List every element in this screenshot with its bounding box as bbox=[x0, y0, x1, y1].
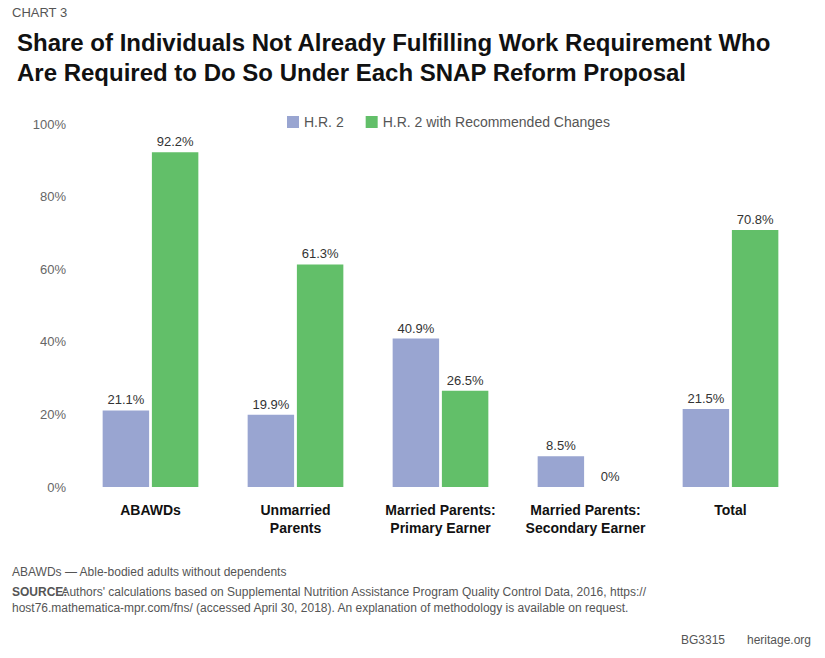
svg-text:92.2%: 92.2% bbox=[157, 134, 194, 149]
svg-text:19.9%: 19.9% bbox=[252, 397, 289, 412]
svg-text:21.5%: 21.5% bbox=[687, 391, 724, 406]
svg-text:70.8%: 70.8% bbox=[737, 212, 774, 227]
svg-text:26.5%: 26.5% bbox=[447, 373, 484, 388]
svg-text:H.R. 2 with Recommended Change: H.R. 2 with Recommended Changes bbox=[383, 114, 610, 130]
svg-text:40%: 40% bbox=[40, 334, 66, 349]
svg-text:80%: 80% bbox=[40, 189, 66, 204]
svg-text:8.5%: 8.5% bbox=[546, 438, 576, 453]
svg-text:60%: 60% bbox=[40, 262, 66, 277]
svg-text:Authors' calculations based on: Authors' calculations based on Supplemen… bbox=[59, 585, 647, 599]
svg-text:ABAWDs: ABAWDs bbox=[120, 502, 181, 518]
svg-text:H.R. 2: H.R. 2 bbox=[304, 114, 344, 130]
svg-text:BG3315: BG3315 bbox=[681, 633, 725, 647]
svg-text:21.1%: 21.1% bbox=[107, 392, 144, 407]
svg-text:Are Required to Do So Under Ea: Are Required to Do So Under Each SNAP Re… bbox=[17, 59, 686, 86]
svg-text:Married Parents:: Married Parents: bbox=[530, 502, 640, 518]
svg-text:Unmarried: Unmarried bbox=[260, 502, 330, 518]
svg-text:Share of Individuals Not Alrea: Share of Individuals Not Already Fulfill… bbox=[17, 29, 777, 56]
svg-text:61.3%: 61.3% bbox=[302, 246, 339, 261]
svg-text:20%: 20% bbox=[40, 407, 66, 422]
svg-text:ABAWDs — Able-bodied adults wi: ABAWDs — Able-bodied adults without depe… bbox=[12, 565, 286, 579]
svg-text:40.9%: 40.9% bbox=[397, 321, 434, 336]
svg-text:SOURCE:: SOURCE: bbox=[12, 585, 68, 599]
svg-text:host76.mathematica-mpr.com/fns: host76.mathematica-mpr.com/fns/ (accesse… bbox=[12, 601, 628, 615]
svg-text:Parents: Parents bbox=[270, 520, 322, 536]
svg-text:Secondary Earner: Secondary Earner bbox=[526, 520, 646, 536]
svg-text:heritage.org: heritage.org bbox=[747, 633, 811, 647]
svg-text:Married Parents:: Married Parents: bbox=[385, 502, 495, 518]
svg-text:Primary Earner: Primary Earner bbox=[390, 520, 491, 536]
svg-text:100%: 100% bbox=[33, 117, 67, 132]
svg-text:CHART 3: CHART 3 bbox=[12, 5, 67, 20]
svg-text:0%: 0% bbox=[601, 469, 620, 484]
svg-text:0%: 0% bbox=[47, 480, 66, 495]
svg-text:Total: Total bbox=[714, 502, 746, 518]
